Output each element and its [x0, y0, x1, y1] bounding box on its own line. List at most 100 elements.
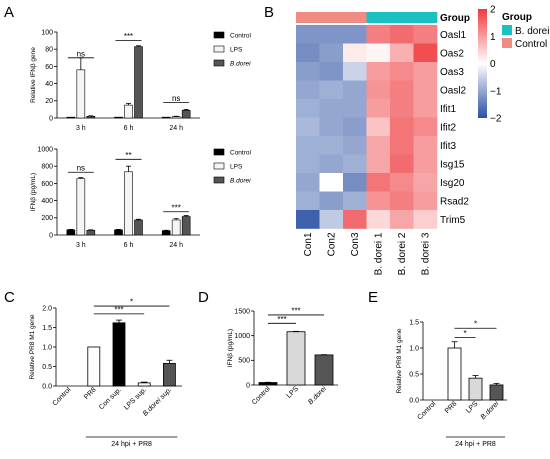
heatmap-cell — [296, 99, 320, 118]
panel-letter-a: A — [4, 4, 14, 21]
heatmap-cell — [366, 62, 391, 81]
heatmap-cell — [296, 117, 320, 137]
heatmap-cell — [390, 117, 414, 137]
heatmap-cell — [319, 191, 344, 211]
e-significance-label: * — [474, 320, 477, 329]
heatmap-cell — [343, 210, 367, 229]
heatmap-column-label: Con1 — [303, 232, 314, 256]
panel-letter-d: D — [198, 289, 209, 306]
heatmap-cell — [413, 154, 438, 174]
heatmap-row-label: Isg15 — [440, 159, 465, 170]
c-x-tick-label: PR8 — [83, 386, 98, 401]
heatmap-cell — [413, 136, 438, 155]
heatmap-cell — [390, 62, 414, 81]
heatmap-cell — [413, 210, 438, 229]
d-x-tick-label: Control — [251, 385, 272, 406]
a-bottom-legend-label: Control — [230, 150, 252, 157]
c-bar — [162, 362, 176, 387]
a-bottom-legend-swatch — [213, 148, 225, 156]
heatmap-cell — [390, 99, 414, 118]
a-bottom-legend-swatch — [213, 162, 225, 170]
heatmap-row-label: Ifit3 — [440, 141, 457, 152]
panel-letter-c: C — [4, 289, 15, 306]
heatmap-cell — [343, 25, 367, 44]
heatmap-cell — [319, 154, 344, 174]
a-bottom-y-tick-label: 0 — [49, 232, 53, 239]
a-top-y-tick-label: 60 — [45, 64, 53, 71]
heatmap-cell — [366, 99, 391, 118]
heatmap-row-label: Isg20 — [440, 178, 465, 189]
chart-a-bottom: 0 200 400 600 800 1000 IFNβ (pg/mL) 3 h 6 h 24 h n… — [30, 146, 252, 249]
a-top-legend-label: LPS — [230, 47, 243, 54]
heatmap-legend-title: Group — [502, 12, 532, 23]
c-y-tick-label: 0.0 — [42, 383, 52, 390]
heatmap-cell — [366, 154, 391, 174]
heatmap-cell — [319, 136, 344, 155]
a-top-legend-swatch — [213, 45, 225, 53]
a-bottom-legend-swatch — [213, 176, 225, 184]
heatmap-cell — [319, 80, 344, 100]
c-y-axis-label: Relative PR8 M1 gene — [29, 314, 36, 379]
panel-letter-e: E — [368, 289, 378, 306]
heatmap-cell — [319, 117, 344, 137]
heatmap-color-scale-bar — [478, 9, 487, 118]
heatmap-cell — [366, 117, 391, 137]
heatmap-cell — [296, 173, 320, 192]
e-x-tick-label: PR8 — [444, 400, 459, 415]
heatmap-scale-tick-label: 1 — [490, 32, 496, 43]
e-significance-label: * — [463, 329, 466, 338]
c-bar — [112, 322, 126, 387]
heatmap-column-label: B. dorei 1 — [373, 232, 384, 275]
a-bottom-significance-label: ** — [125, 151, 131, 160]
a-bottom-x-tick-label: 3 h — [76, 242, 86, 249]
a-bottom-legend-label: LPS — [230, 164, 243, 171]
heatmap-cell — [390, 191, 414, 211]
a-bottom-x-tick-label: 24 h — [169, 242, 183, 249]
heatmap-legend-label: B. dorei — [515, 26, 549, 37]
heatmap-cell — [413, 117, 438, 137]
heatmap-cell — [343, 191, 367, 211]
c-bar — [137, 382, 151, 387]
a-top-y-tick-label: 40 — [45, 81, 53, 88]
heatmap-cell — [296, 191, 320, 211]
heatmap-cell — [390, 136, 414, 155]
heatmap-cell — [366, 173, 391, 192]
a-top-significance-label: ns — [172, 94, 180, 103]
a-top-legend-label: B.dorei — [230, 61, 251, 68]
heatmap-group-annotation-cell — [413, 12, 438, 23]
a-bottom-x-tick-label: 6 h — [124, 242, 134, 249]
e-x-tick-label: LPS — [465, 400, 480, 415]
heatmap-cell — [296, 154, 320, 174]
c-significance-label: *** — [114, 305, 123, 314]
c-y-tick-label: 2.0 — [42, 305, 52, 312]
a-bottom-bar — [66, 229, 76, 236]
a-top-legend-label: Control — [230, 33, 252, 40]
a-bottom-bar — [124, 171, 133, 236]
heatmap-column-label: Con3 — [350, 232, 361, 256]
c-x-tick-label: LPS sup. — [123, 386, 148, 411]
heatmap-cell — [296, 43, 320, 63]
e-y-axis-label: Relative PR8 M1 gene — [396, 328, 403, 393]
a-bottom-y-tick-label: 1000 — [37, 146, 53, 153]
a-top-y-axis-label: Relative IFNβ gene — [30, 47, 37, 103]
heatmap-cell — [390, 173, 414, 192]
e-x-tick-label: Control — [416, 400, 437, 421]
d-x-tick-label: LPS — [286, 385, 301, 400]
chart-a-top: 0 20 40 60 80 100 Relative IFNβ gene 3 h 6 h 24 h… — [30, 29, 252, 132]
heatmap-group-annotation-cell — [319, 12, 344, 23]
a-bottom-bar — [114, 229, 123, 236]
heatmap-cell — [343, 80, 367, 100]
heatmap-cell — [390, 43, 414, 63]
heatmap-column-label: Con2 — [326, 232, 337, 256]
a-top-y-tick-label: 20 — [45, 98, 53, 105]
c-y-tick-label: 1.5 — [42, 325, 52, 332]
heatmap-group-annotation-cell — [296, 12, 320, 23]
heatmap-cell — [319, 62, 344, 81]
chart-c: 0.0 0.5 1.0 1.5 2.0 Relative PR8 M1 gene Contr… — [29, 298, 182, 448]
heatmap-cell — [413, 99, 438, 118]
heatmap-cell — [319, 25, 344, 44]
c-significance-label: * — [130, 298, 133, 307]
d-bar — [314, 354, 334, 386]
heatmap-cell — [296, 62, 320, 81]
heatmap-scale-tick-label: −1 — [490, 86, 502, 97]
